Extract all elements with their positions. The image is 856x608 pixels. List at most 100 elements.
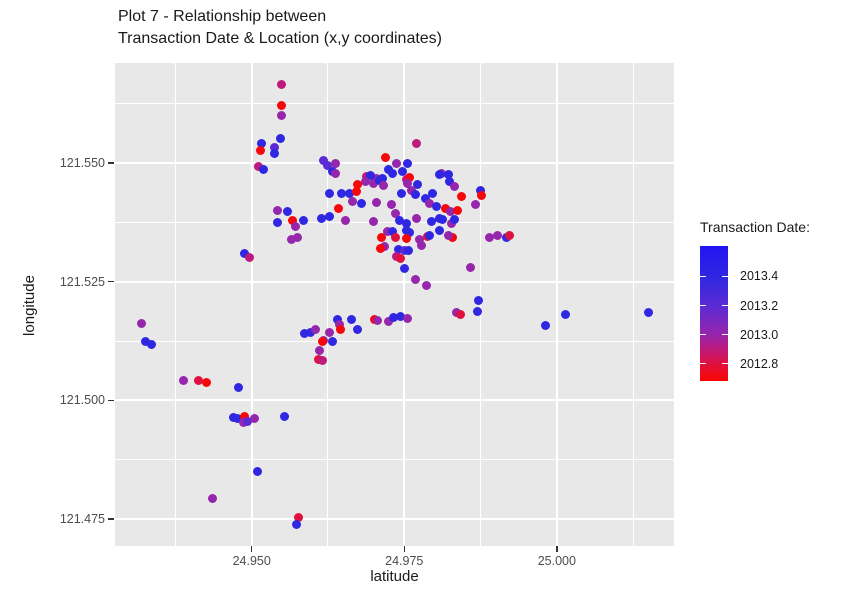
data-point <box>317 214 327 224</box>
data-point <box>372 316 382 326</box>
data-point <box>402 179 412 188</box>
data-point <box>336 188 346 198</box>
data-point <box>427 217 437 227</box>
data-point <box>477 191 487 201</box>
x-tick-label: 24.975 <box>385 554 424 568</box>
data-point <box>400 263 410 273</box>
data-point <box>450 182 460 192</box>
chart-title-line1: Plot 7 - Relationship between <box>118 8 327 25</box>
data-point <box>443 230 453 240</box>
y-tick-label: 121.525 <box>59 274 105 289</box>
data-point <box>253 161 263 171</box>
data-point <box>643 308 653 318</box>
data-point <box>141 336 150 346</box>
data-point <box>455 310 465 320</box>
gridline-major-y <box>115 399 674 402</box>
data-point <box>386 200 396 210</box>
data-point <box>402 158 412 168</box>
data-point <box>328 337 338 346</box>
data-point <box>435 225 445 235</box>
data-point <box>347 197 357 207</box>
data-point <box>444 177 454 187</box>
data-point <box>473 295 483 305</box>
gridline-minor-x <box>327 63 329 546</box>
data-point <box>391 208 401 218</box>
gridline-minor-y <box>115 103 674 105</box>
legend-tick-mark-left <box>700 333 706 336</box>
data-point <box>415 235 425 245</box>
data-point <box>331 158 341 168</box>
x-tick-mark <box>403 546 405 552</box>
y-tick-mark <box>108 280 114 283</box>
legend-colorbar <box>700 246 728 381</box>
legend-tick-label: 2013.0 <box>740 327 779 342</box>
data-point <box>277 111 287 121</box>
legend-tick-mark-right <box>722 275 728 278</box>
data-point <box>388 168 398 178</box>
plot-panel <box>115 63 674 546</box>
data-point <box>202 377 212 387</box>
data-point <box>351 187 361 197</box>
data-point <box>377 232 387 242</box>
data-point <box>470 200 480 210</box>
data-point <box>425 230 435 240</box>
data-point <box>340 215 350 225</box>
data-point <box>402 218 412 228</box>
data-point <box>310 324 320 334</box>
data-point <box>325 188 335 198</box>
data-point <box>277 80 287 90</box>
data-point <box>306 327 316 337</box>
data-point <box>402 313 412 323</box>
data-point <box>249 413 259 423</box>
legend-tick-label: 2013.4 <box>740 269 779 284</box>
data-point <box>291 520 301 530</box>
x-tick-mark <box>250 546 253 552</box>
data-point <box>322 160 332 170</box>
y-tick-label: 121.500 <box>59 393 105 408</box>
data-point <box>393 244 403 254</box>
data-point <box>381 153 391 163</box>
data-point <box>259 164 269 174</box>
data-point <box>270 149 280 159</box>
gridline-major-x <box>250 63 253 546</box>
data-point <box>450 215 460 225</box>
data-point <box>146 339 156 349</box>
data-point <box>208 493 218 503</box>
data-point <box>541 321 551 331</box>
data-point <box>457 192 467 202</box>
data-point <box>405 228 415 238</box>
data-point <box>352 180 362 190</box>
data-point <box>375 176 385 186</box>
data-point <box>411 138 421 148</box>
gridline-major-y <box>115 280 674 283</box>
data-point <box>407 185 417 195</box>
data-point <box>411 275 421 285</box>
data-point <box>290 221 300 231</box>
data-point <box>445 207 455 217</box>
legend-tick-label: 2012.8 <box>740 356 779 371</box>
data-point <box>194 376 204 386</box>
data-point <box>336 324 346 334</box>
data-point <box>270 143 280 153</box>
legend-tick-mark-right <box>722 333 728 336</box>
data-point <box>388 312 398 322</box>
data-point <box>438 215 448 225</box>
data-point <box>476 186 486 196</box>
x-tick-label: 24.950 <box>232 554 271 568</box>
data-point <box>287 234 297 244</box>
data-point <box>360 177 370 187</box>
x-axis-title: latitude <box>370 568 419 585</box>
data-point <box>387 227 397 237</box>
legend-tick-mark-left <box>700 304 706 307</box>
data-point <box>390 232 400 242</box>
data-point <box>412 180 422 190</box>
gridline-minor-x <box>632 63 634 546</box>
data-point <box>397 188 407 198</box>
data-point <box>466 262 476 272</box>
data-point <box>244 253 254 263</box>
chart-title: Plot 7 - Relationship between Transactio… <box>118 6 442 50</box>
data-point <box>421 281 431 291</box>
data-point <box>435 170 445 180</box>
data-point <box>420 193 430 203</box>
data-point <box>233 383 243 393</box>
